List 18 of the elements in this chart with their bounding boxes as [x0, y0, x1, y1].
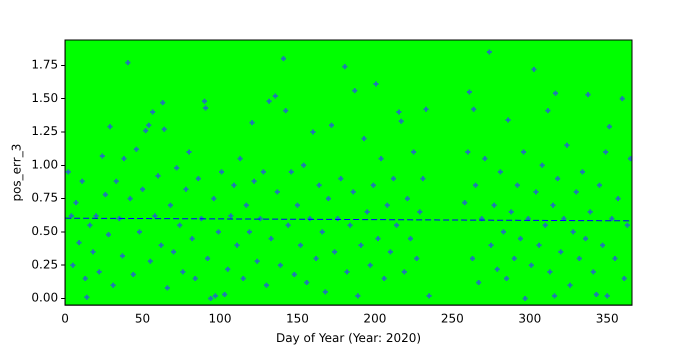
- y-tick-label: 1.00: [31, 157, 58, 172]
- y-axis-title: pos_err_3: [9, 144, 24, 202]
- x-axis-title: Day of Year (Year: 2020): [276, 330, 422, 345]
- x-tick-label: 200: [363, 312, 386, 326]
- y-tick-label: 1.50: [31, 90, 58, 105]
- y-tick-label: 0.25: [31, 257, 58, 272]
- y-tick-label: 0.50: [31, 224, 58, 238]
- x-tick-label: 100: [208, 312, 232, 326]
- x-tick-label: 300: [518, 312, 542, 326]
- y-tick-label: 0.00: [31, 290, 58, 305]
- x-tick-label: 0: [61, 312, 69, 326]
- y-tick-label: 1.75: [31, 57, 58, 72]
- x-tick-label: 50: [134, 312, 150, 326]
- y-tick-label: 1.25: [31, 124, 58, 138]
- x-tick-label: 250: [440, 312, 464, 326]
- x-tick-label: 150: [286, 312, 309, 326]
- x-tick-label: 350: [596, 312, 619, 326]
- y-tick-label: 0.75: [31, 190, 58, 205]
